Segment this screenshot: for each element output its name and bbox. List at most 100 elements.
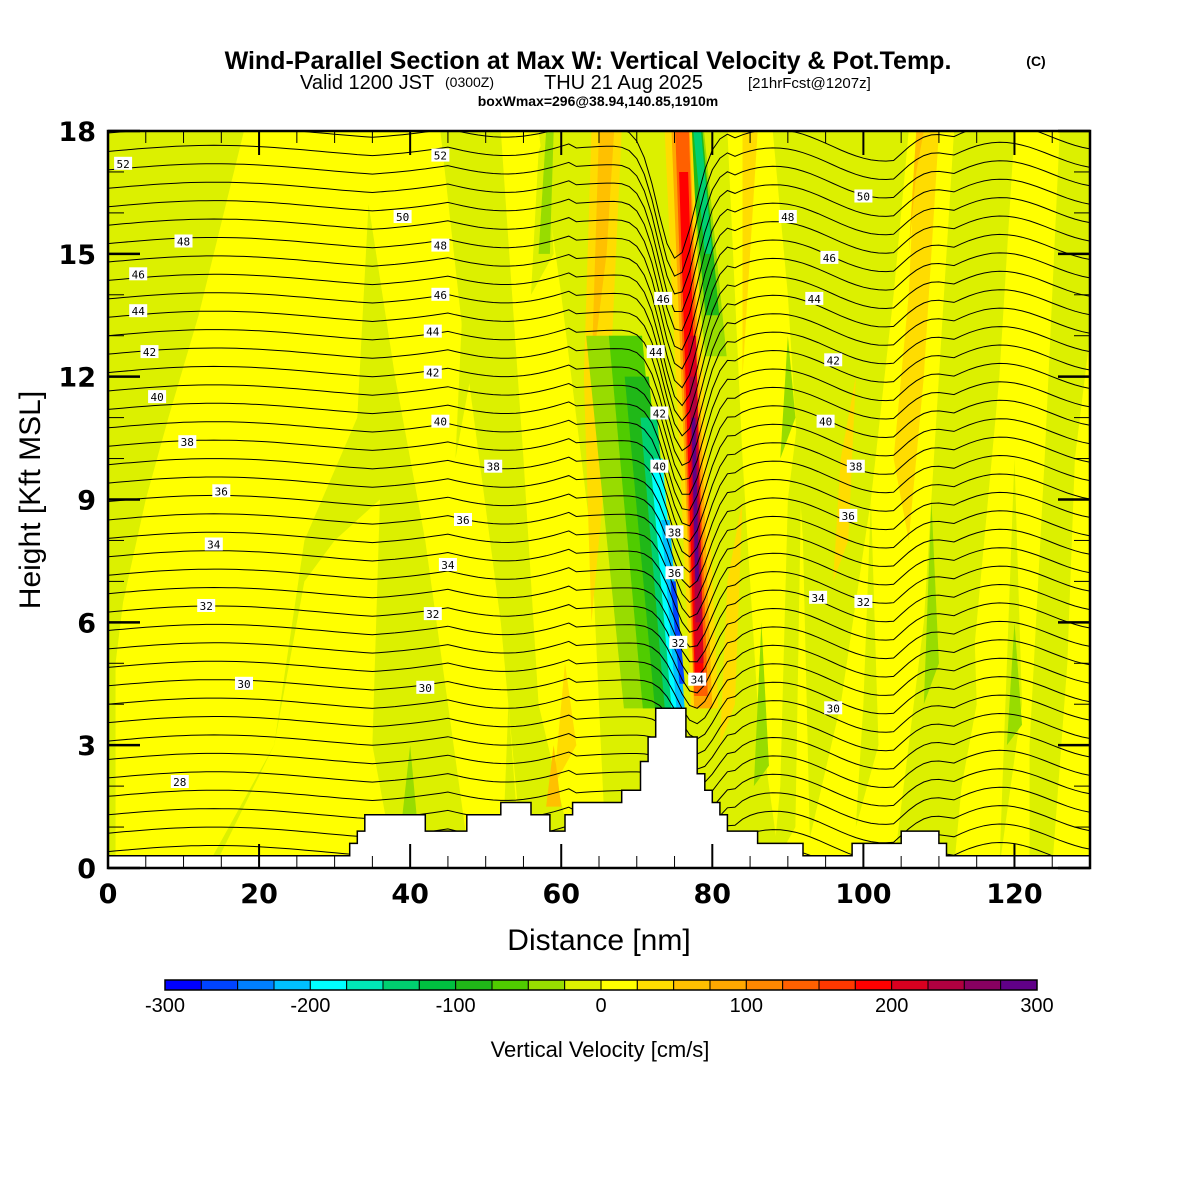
contour-label: 32 bbox=[669, 635, 688, 650]
contour-label: 38 bbox=[178, 435, 197, 449]
contour-label-box bbox=[197, 599, 216, 612]
terrain-layer bbox=[108, 707, 1090, 868]
contour-label: 46 bbox=[431, 287, 450, 302]
contour-label: 50 bbox=[854, 189, 873, 204]
contour-label: 44 bbox=[805, 291, 824, 306]
plot-area: 52 48 46 44 42 40 38 36 34 32 30 28 52 50 48 46 44 42 40 38… bbox=[108, 131, 1090, 868]
y-axis-label: Height [Kft MSL] bbox=[14, 391, 47, 609]
contour-label-box bbox=[654, 291, 673, 305]
colorbar-swatch bbox=[164, 979, 202, 991]
contour-label-box bbox=[438, 558, 457, 571]
colorbar-swatch bbox=[309, 979, 348, 991]
theta-contour-line bbox=[108, 289, 1090, 422]
contour-label-box bbox=[431, 238, 450, 252]
contour-label: 30 bbox=[824, 701, 843, 715]
contour-label: 30 bbox=[416, 680, 435, 695]
contour-label: 50 bbox=[393, 210, 412, 224]
contour-label-box bbox=[484, 459, 503, 473]
colorbar-label: Vertical Velocity [cm/s] bbox=[491, 1037, 710, 1062]
contour-label-text: 38 bbox=[668, 526, 681, 539]
contour-label-text: 46 bbox=[823, 252, 836, 265]
theta-contour-line bbox=[108, 197, 1090, 332]
downdraft-core bbox=[670, 581, 685, 684]
x-tick-label: 100 bbox=[835, 879, 891, 910]
theta-contour-line bbox=[108, 786, 1090, 830]
contour-label: 44 bbox=[646, 345, 665, 359]
contour-label-box bbox=[839, 508, 858, 522]
colorbar-tick-label: -100 bbox=[436, 995, 476, 1017]
contour-label-text: 44 bbox=[132, 305, 146, 318]
colorbar-swatch bbox=[636, 979, 675, 991]
contour-label-box bbox=[846, 459, 865, 473]
contour-label-text: 42 bbox=[143, 346, 156, 359]
colorbar-swatch bbox=[237, 979, 275, 991]
velocity-region-orange bbox=[591, 131, 615, 377]
contour-label: 36 bbox=[454, 513, 472, 527]
chart-title: Wind-Parallel Section at Max W: Vertical… bbox=[225, 47, 952, 75]
theta-contour-line bbox=[108, 215, 1090, 351]
contour-label-text: 36 bbox=[215, 485, 228, 498]
velocity-region-light-orange bbox=[833, 376, 856, 582]
contour-label-text: 36 bbox=[668, 567, 681, 580]
contour-label-text: 36 bbox=[842, 510, 855, 523]
contour-label-box bbox=[148, 390, 167, 404]
contour-label: 36 bbox=[665, 566, 684, 580]
contour-label: 48 bbox=[778, 210, 797, 224]
contour-label-text: 50 bbox=[857, 191, 870, 204]
velocity-region-light-green bbox=[504, 704, 516, 803]
contour-label-box bbox=[170, 775, 189, 788]
velocity-region-light-green bbox=[455, 294, 471, 459]
contour-label-text: 38 bbox=[487, 461, 500, 474]
velocity-region-yellow bbox=[115, 131, 373, 868]
contour-label-box bbox=[669, 635, 688, 649]
y-tick-label: 6 bbox=[77, 608, 96, 639]
colorbar-swatch bbox=[455, 979, 493, 991]
contour-label-box bbox=[824, 353, 843, 367]
colorbar-swatch bbox=[673, 979, 711, 991]
colorbar-swatch bbox=[854, 979, 893, 991]
contour-label-text: 40 bbox=[434, 416, 447, 429]
contour-label-box bbox=[809, 590, 828, 604]
contour-label-box bbox=[816, 414, 835, 428]
colorbar-swatch bbox=[1000, 979, 1038, 991]
copyright-mark: (C) bbox=[1026, 53, 1045, 69]
contour-label-text: 34 bbox=[207, 539, 221, 552]
x-tick-labels: 0 20 40 60 80 100 120 bbox=[99, 879, 1043, 910]
colorbar-tick-label: -300 bbox=[145, 995, 185, 1017]
contour-label-text: 48 bbox=[177, 236, 190, 249]
y-tick-label: 15 bbox=[58, 240, 96, 271]
colorbar-tick-label: 0 bbox=[595, 995, 606, 1017]
contour-label-box bbox=[129, 304, 148, 318]
contour-label: 34 bbox=[809, 590, 828, 605]
contour-label-text: 46 bbox=[434, 289, 447, 302]
theta-contour-line bbox=[108, 399, 1090, 511]
contour-label-box bbox=[416, 680, 435, 694]
contour-label-box bbox=[423, 607, 442, 621]
colorbar-swatch bbox=[346, 979, 384, 991]
velocity-region-light-orange bbox=[742, 131, 758, 377]
theta-contour-line bbox=[108, 768, 1090, 815]
contour-label-text: 42 bbox=[426, 367, 439, 380]
contour-label: 44 bbox=[423, 324, 442, 339]
colorbar-tick-label: 300 bbox=[1020, 995, 1053, 1017]
box-wmax-info: boxWmax=296@38.94,140.85,1910m bbox=[478, 93, 719, 109]
contour-label-box bbox=[824, 701, 843, 715]
velocity-region-orange bbox=[546, 745, 562, 807]
colorbar-swatch bbox=[273, 979, 311, 991]
velocity-region-light-green bbox=[855, 499, 879, 828]
velocity-region-light-orange bbox=[893, 131, 939, 541]
y-tick-label: 18 bbox=[58, 117, 96, 148]
theta-contour-line bbox=[108, 528, 1090, 619]
contour-label-box bbox=[650, 459, 669, 473]
contour-label-text: 34 bbox=[811, 592, 825, 605]
x-tick-label: 80 bbox=[694, 879, 732, 910]
contour-label-box bbox=[423, 324, 442, 338]
subtitle-valid: Valid 1200 JST bbox=[300, 72, 434, 94]
theta-contour-line bbox=[108, 510, 1090, 604]
contour-label: 34 bbox=[688, 672, 707, 687]
colorbar-swatch bbox=[927, 979, 965, 991]
theta-contour-line bbox=[108, 620, 1090, 694]
x-tick-label: 0 bbox=[99, 879, 118, 910]
y-tick-label: 9 bbox=[77, 486, 96, 517]
